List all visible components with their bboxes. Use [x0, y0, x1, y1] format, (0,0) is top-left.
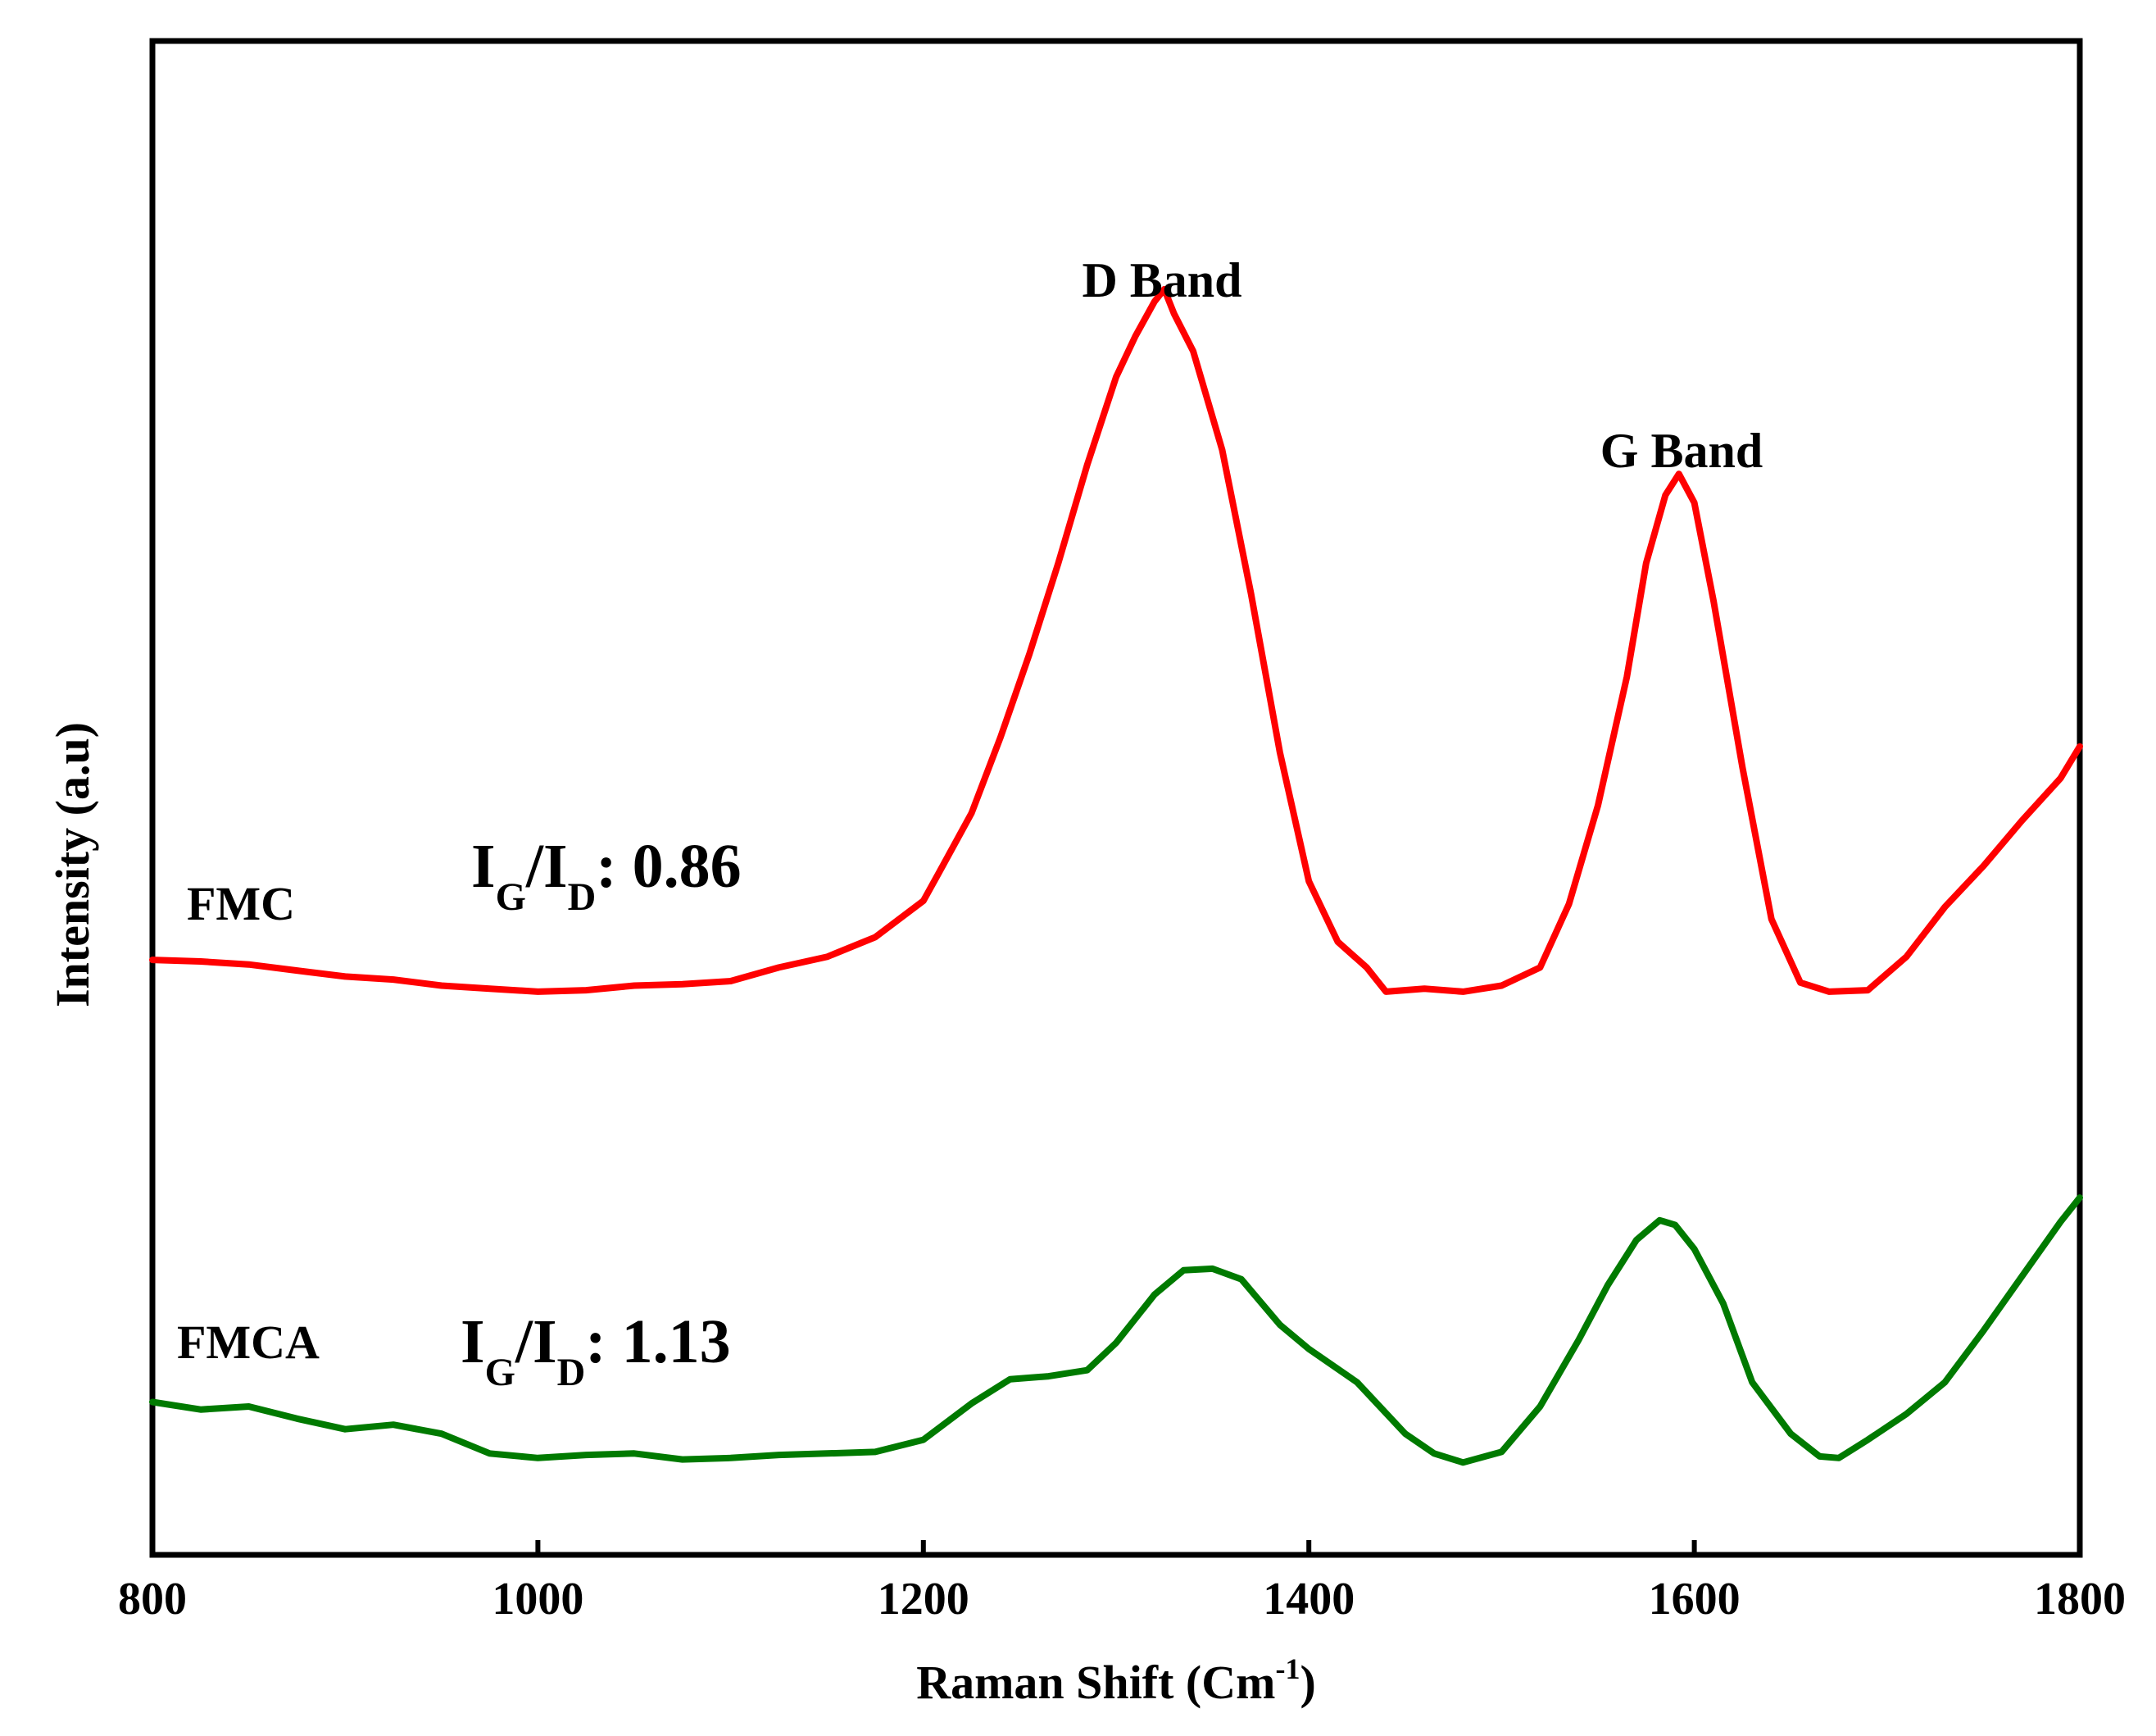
ratio-fmca: IG/ID: 1.13 — [461, 1307, 731, 1394]
series-line-fmca — [149, 1194, 2083, 1466]
x-axis-title: Raman Shift (Cm-1) — [916, 1652, 1316, 1709]
x-tick-label: 1600 — [1649, 1574, 1741, 1625]
ratio-fmc: IG/ID: 0.86 — [471, 832, 742, 919]
x-tick-label: 1200 — [878, 1574, 969, 1625]
series-line-fmc — [149, 285, 2083, 995]
x-tick-label: 800 — [118, 1574, 187, 1625]
y-axis-title: Intensity (a.u) — [46, 722, 99, 1007]
x-tick-label: 1800 — [2034, 1574, 2126, 1625]
series-layer — [149, 285, 2083, 1466]
g-band-label: G Band — [1600, 424, 1763, 478]
fmca-label: FMCA — [177, 1316, 320, 1369]
d-band-label: D Band — [1082, 253, 1241, 307]
fmc-label: FMC — [187, 877, 295, 930]
plot-frame — [149, 38, 2083, 1558]
x-tick-label: 1400 — [1263, 1574, 1355, 1625]
x-tick-label: 1000 — [492, 1574, 583, 1625]
x-ticks: 800 1000 1200 1400 1600 1800 — [118, 1540, 2126, 1625]
